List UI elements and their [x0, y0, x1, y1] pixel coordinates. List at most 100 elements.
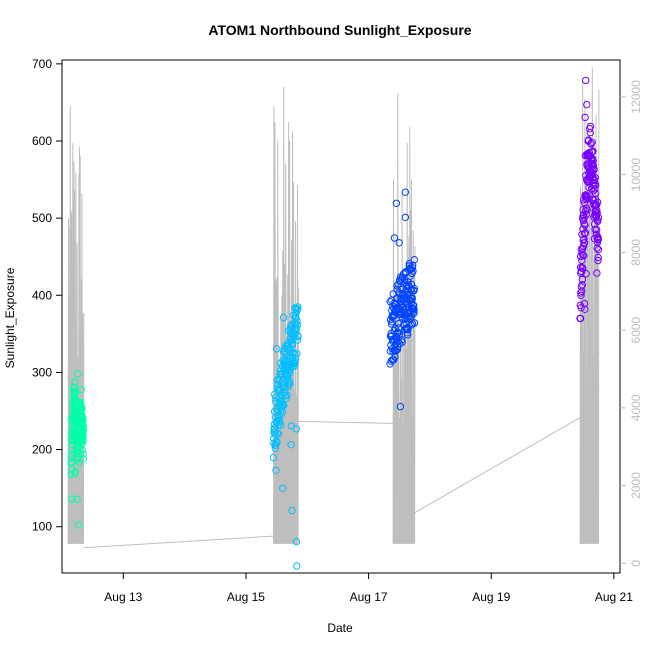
- data-point: [395, 239, 403, 247]
- data-point: [391, 311, 399, 319]
- x-tick-label: Aug 13: [104, 590, 142, 604]
- data-point: [286, 379, 294, 388]
- data-point: [394, 337, 402, 346]
- data-point: [594, 256, 602, 265]
- y-tick-label: 700: [32, 57, 52, 71]
- data-point: [291, 355, 300, 363]
- data-point: [590, 165, 598, 173]
- data-point: [285, 381, 293, 389]
- data-point: [591, 173, 599, 182]
- data-point: [294, 303, 302, 311]
- data-point: [274, 430, 283, 438]
- data-point: [589, 161, 597, 169]
- data-point: [579, 251, 587, 259]
- data-point: [290, 359, 298, 368]
- x-tick-label: Aug 21: [595, 590, 633, 604]
- data-point: [294, 332, 302, 341]
- plot-box: [61, 59, 621, 574]
- axes-layer: Aug 13 Aug 15 Aug 17 Aug 19 Aug 21 100 200 300 4…: [32, 57, 643, 604]
- data-point: [408, 294, 416, 302]
- data-point: [408, 298, 416, 306]
- data-point: [392, 347, 400, 355]
- data-point: [579, 242, 588, 250]
- data-point: [577, 291, 585, 300]
- data-point: [589, 147, 597, 155]
- data-point: [593, 206, 601, 215]
- data-point: [68, 495, 76, 503]
- data-point: [277, 421, 285, 429]
- data-point: [290, 362, 298, 370]
- data-point: [79, 455, 88, 463]
- data-point: [289, 332, 298, 340]
- data-point: [71, 389, 80, 397]
- data-point: [586, 122, 595, 131]
- plot-layer: [67, 67, 603, 570]
- data-point: [71, 378, 79, 386]
- data-point: [79, 437, 87, 445]
- data-point: [77, 385, 86, 394]
- data-point: [288, 506, 296, 515]
- secondary-burst: [392, 93, 416, 544]
- y2-tick-label: 6000: [629, 316, 643, 343]
- data-point: [279, 313, 288, 322]
- data-point: [592, 181, 600, 189]
- data-point: [79, 450, 87, 458]
- data-point: [584, 195, 592, 203]
- data-point: [287, 441, 295, 449]
- secondary-connector: [83, 535, 274, 549]
- data-point: [579, 264, 587, 272]
- data-point: [580, 252, 588, 260]
- data-point: [392, 199, 401, 208]
- data-point: [591, 189, 600, 198]
- data-point: [409, 267, 417, 275]
- data-point: [577, 268, 586, 276]
- data-point: [410, 256, 418, 264]
- data-point: [74, 521, 83, 529]
- data-point: [271, 393, 280, 402]
- data-point: [593, 198, 602, 207]
- y2-tick-label: 8000: [629, 239, 643, 266]
- data-point: [580, 239, 589, 247]
- y-tick-label: 500: [32, 211, 52, 225]
- data-point: [588, 148, 596, 156]
- data-point: [398, 338, 406, 346]
- data-point: [291, 358, 299, 366]
- data-point: [407, 286, 415, 294]
- data-point: [293, 562, 301, 570]
- data-point: [282, 394, 290, 402]
- data-point: [588, 155, 596, 164]
- data-point: [276, 418, 284, 426]
- data-point: [581, 305, 589, 313]
- data-point: [74, 370, 82, 378]
- data-point: [581, 229, 590, 237]
- secondary-burst: [67, 105, 85, 544]
- x-tick-label: Aug 17: [350, 590, 388, 604]
- data-point: [278, 400, 286, 408]
- data-point: [74, 450, 83, 458]
- data-point: [292, 325, 301, 333]
- data-point: [292, 425, 300, 433]
- data-point: [579, 225, 587, 233]
- data-point: [390, 234, 399, 242]
- secondary-connector: [414, 417, 581, 514]
- data-point: [403, 314, 411, 323]
- data-point: [71, 467, 79, 476]
- x-tick-label: Aug 15: [227, 590, 265, 604]
- data-point: [293, 317, 301, 325]
- x-tick-label: Aug 19: [472, 590, 510, 604]
- data-point: [583, 206, 591, 214]
- data-point: [591, 185, 599, 193]
- data-point: [279, 484, 287, 492]
- data-point: [578, 281, 586, 289]
- data-point: [79, 424, 88, 433]
- data-point: [589, 157, 597, 165]
- data-point: [67, 470, 75, 478]
- data-point: [404, 326, 412, 334]
- data-point: [74, 453, 82, 462]
- data-point: [409, 305, 417, 313]
- data-point: [581, 221, 589, 230]
- data-point: [580, 299, 589, 308]
- y-axis-label: Sunlight_Exposure: [3, 267, 17, 368]
- chart-title: ATOM1 Northbound Sunlight_Exposure: [208, 22, 471, 38]
